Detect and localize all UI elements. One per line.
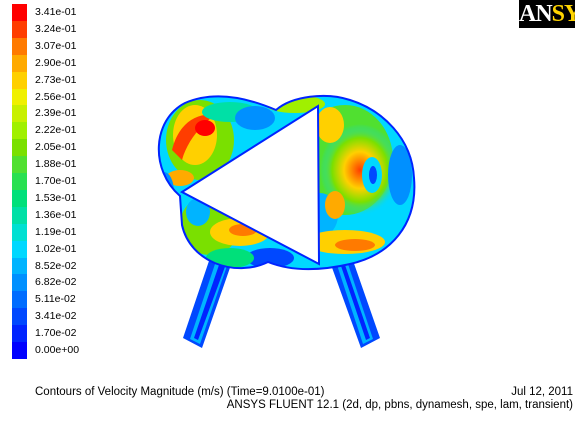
legend-label: 5.11e-02 <box>35 293 76 306</box>
legend-label: 1.02e-01 <box>35 242 77 255</box>
legend-swatch <box>12 342 27 360</box>
legend-label: 1.70e-02 <box>35 327 77 340</box>
legend-label: 6.82e-02 <box>35 276 77 289</box>
legend-swatch <box>12 88 27 106</box>
logo-text-accent: SYS <box>551 1 575 27</box>
legend-swatch <box>12 189 27 208</box>
legend-swatch <box>12 71 27 89</box>
legend-label: 3.07e-01 <box>35 39 77 52</box>
legend-swatch <box>12 223 27 242</box>
legend-swatch <box>12 105 27 123</box>
legend-swatch <box>12 37 27 56</box>
caption-title: Contours of Velocity Magnitude (m/s) (Ti… <box>35 386 325 398</box>
legend-swatch <box>12 291 27 309</box>
legend-swatch <box>12 325 27 343</box>
legend-swatch <box>12 308 27 326</box>
legend-swatch <box>12 173 27 191</box>
legend-label: 3.41e-01 <box>35 6 77 18</box>
legend-label: 2.56e-01 <box>35 90 77 103</box>
legend-swatch <box>12 122 27 140</box>
legend-swatch <box>12 240 27 258</box>
legend-swatch <box>12 206 27 225</box>
legend-label: 2.73e-01 <box>35 73 77 86</box>
legend-swatch <box>12 139 27 157</box>
logo-text-main: AN <box>519 1 553 27</box>
legend-label: 3.24e-01 <box>35 22 77 35</box>
legend-label: 1.88e-01 <box>35 158 77 171</box>
caption-subtitle: ANSYS FLUENT 12.1 (2d, dp, pbns, dynames… <box>226 399 573 411</box>
legend-label: 1.19e-01 <box>35 225 77 238</box>
legend-swatch <box>12 20 27 39</box>
color-legend: 3.41e-01 3.24e-01 3.07e-01 2.90e-01 2.73e-01… <box>12 4 132 364</box>
body-outline <box>157 94 416 271</box>
rotor-triangle <box>180 104 321 266</box>
legend-label: 1.36e-01 <box>35 208 77 221</box>
legend-label: 1.70e-01 <box>35 175 77 187</box>
legend-swatch <box>12 257 27 275</box>
legend-label: 8.52e-02 <box>35 259 77 272</box>
legend-label: 2.05e-01 <box>35 141 77 154</box>
caption-date: Jul 12, 2011 <box>511 386 573 398</box>
left-outlet-duct <box>183 252 232 348</box>
legend-swatch <box>12 4 27 22</box>
legend-label: 2.90e-01 <box>35 56 77 69</box>
ansys-logo: ANSYS <box>519 0 575 28</box>
legend-label: 0.00e+00 <box>35 344 80 356</box>
legend-label: 1.53e-01 <box>35 191 77 204</box>
legend-swatch <box>12 274 27 292</box>
legend-label: 2.22e-01 <box>35 124 77 137</box>
legend-label: 3.41e-02 <box>35 310 77 323</box>
right-outlet-duct <box>330 252 380 348</box>
legend-swatch <box>12 156 27 174</box>
legend-label: 2.39e-01 <box>35 107 77 120</box>
legend-swatch <box>12 54 27 73</box>
